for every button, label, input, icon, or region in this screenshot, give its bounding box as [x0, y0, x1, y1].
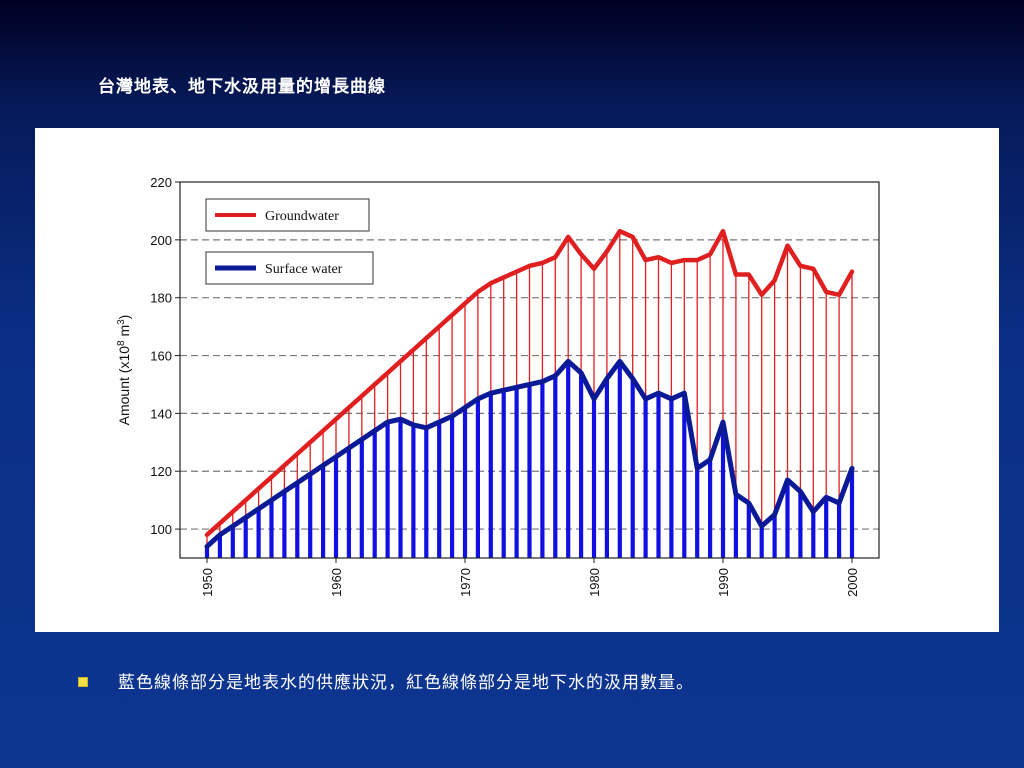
x-tick-label: 1960: [329, 568, 344, 597]
legend-surface-water-label: Surface water: [265, 262, 343, 277]
groundwater-line: [204, 228, 855, 538]
chart-svg: 100 120 140 160 180 200 220 1950 1960 1970 1980 199…: [116, 175, 880, 597]
axis-ticks: 100 120 140 160 180 200 220 1950 1960 1970 1980 199…: [150, 175, 860, 597]
y-tick-label: 200: [150, 233, 172, 248]
y-axis-label: Amount (x108 m3): [116, 315, 133, 426]
y-tick-label: 100: [150, 522, 172, 537]
surface-water-bars: [204, 361, 855, 558]
y-tick-label: 140: [150, 406, 172, 421]
plot-frame: [179, 181, 880, 559]
x-tick-label: 1970: [458, 568, 473, 597]
x-tick-label: 1990: [716, 568, 731, 597]
y-tick-label: 180: [150, 291, 172, 306]
legend-groundwater-label: Groundwater: [265, 209, 339, 224]
chart-panel: 100 120 140 160 180 200 220 1950 1960 1970 1980 199…: [35, 128, 999, 632]
legend-groundwater: Groundwater: [205, 198, 370, 232]
square-bullet-icon: [78, 676, 88, 687]
x-tick-label: 1950: [200, 568, 215, 597]
x-tick-label: 2000: [845, 568, 860, 597]
bullet-text: 藍色線條部分是地表水的供應狀況，紅色線條部分是地下水的汲用數量。: [118, 673, 694, 693]
y-tick-label: 120: [150, 464, 172, 479]
y-tick-label: 220: [150, 175, 172, 190]
y-tick-label: 160: [150, 349, 172, 364]
x-tick-label: 1980: [587, 568, 602, 597]
bullet-item: 藍色線條部分是地表水的供應狀況，紅色線條部分是地下水的汲用數量。: [78, 668, 994, 693]
legend-surface-water: Surface water: [205, 251, 374, 285]
slide-title: 台灣地表、地下水汲用量的增長曲線: [98, 77, 386, 97]
surface-water-line: [204, 358, 855, 549]
